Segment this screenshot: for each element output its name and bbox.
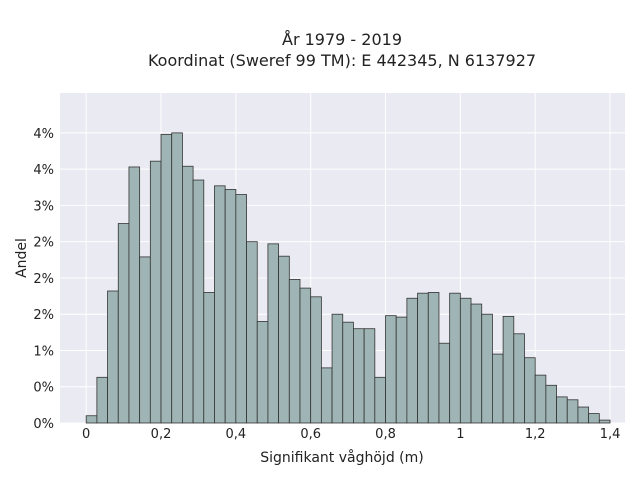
x-tick-label: 1 [456, 427, 464, 442]
histogram-bar [85, 415, 98, 424]
y-axis-label: Andel [14, 238, 30, 278]
histogram-bar [545, 384, 557, 424]
histogram-bar [288, 278, 301, 424]
histogram-bar [363, 328, 376, 424]
histogram-bar [214, 185, 226, 424]
histogram-bar [598, 419, 611, 424]
histogram-bar [246, 241, 258, 424]
x-tick-label: 0,4 [226, 427, 247, 442]
x-tick-label: 1,2 [525, 427, 546, 442]
histogram-bar [566, 399, 579, 424]
x-tick-label: 1,4 [600, 427, 621, 442]
y-tick-label: 4% [33, 127, 54, 142]
y-tick-label: 2% [33, 236, 54, 251]
y-tick-label: 3% [33, 199, 54, 214]
histogram-bar [256, 321, 269, 424]
histogram-bar [481, 313, 493, 424]
histogram-bar [449, 292, 461, 424]
histogram-bar [182, 165, 194, 424]
histogram-bar [438, 342, 451, 424]
x-tick-label: 0,2 [151, 427, 172, 442]
x-tick-label: 0,6 [300, 427, 321, 442]
histogram-bar [427, 292, 440, 424]
histogram-bar [139, 256, 151, 424]
histogram-bar [203, 292, 215, 424]
histogram-bar [342, 321, 354, 424]
histogram-bar [385, 315, 397, 424]
histogram-bar [556, 396, 568, 424]
x-tick-label: 0,8 [375, 427, 396, 442]
histogram-bar [149, 160, 162, 424]
histogram-bar [224, 189, 237, 424]
histogram-bar [117, 223, 130, 424]
histogram-bar [278, 255, 290, 424]
histogram-bar [320, 367, 333, 424]
histogram-bar [459, 297, 472, 424]
histogram-bar [160, 133, 173, 424]
y-tick-label: 0% [33, 381, 54, 396]
histogram-bar [577, 406, 590, 424]
histogram-bar [171, 132, 183, 424]
histogram-bar [235, 194, 247, 424]
histogram-bar [96, 376, 108, 424]
histogram-bar [331, 313, 344, 424]
histogram-bar [192, 179, 205, 424]
histogram-bars [85, 132, 611, 424]
histogram-bar [299, 287, 312, 424]
histogram-bar [524, 357, 536, 424]
y-axis-ticks: 0% 0% 1% 2% 2% 2% 3% 4% 4% [33, 127, 54, 432]
histogram-bar [492, 353, 504, 424]
x-axis-label: Signifikant våghöjd (m) [260, 449, 423, 466]
histogram-bar [310, 296, 322, 424]
histogram-bar [588, 413, 600, 424]
histogram-bar [417, 292, 429, 424]
y-tick-label: 4% [33, 163, 54, 178]
histogram-bar [513, 333, 525, 424]
histogram-bar [406, 297, 418, 424]
histogram-bar [374, 376, 386, 424]
y-tick-label: 1% [33, 344, 54, 359]
x-axis-ticks: 0 0,2 0,4 0,6 0,8 1 1,2 1,4 [82, 427, 620, 442]
histogram-bar [353, 328, 365, 424]
histogram-bar [534, 374, 547, 424]
y-tick-label: 0% [33, 417, 54, 432]
chart-title-line-2: Koordinat (Sweref 99 TM): E 442345, N 61… [148, 51, 536, 70]
x-tick-label: 0 [82, 427, 90, 442]
histogram-bar [267, 243, 280, 424]
histogram-bar [502, 315, 515, 424]
histogram-bar [128, 166, 141, 424]
histogram-bar [470, 303, 483, 424]
y-tick-label: 2% [33, 308, 54, 323]
y-tick-label: 2% [33, 272, 54, 287]
histogram-bar [107, 290, 119, 424]
chart-title-line-1: År 1979 - 2019 [282, 30, 402, 49]
histogram-bar [395, 316, 408, 424]
